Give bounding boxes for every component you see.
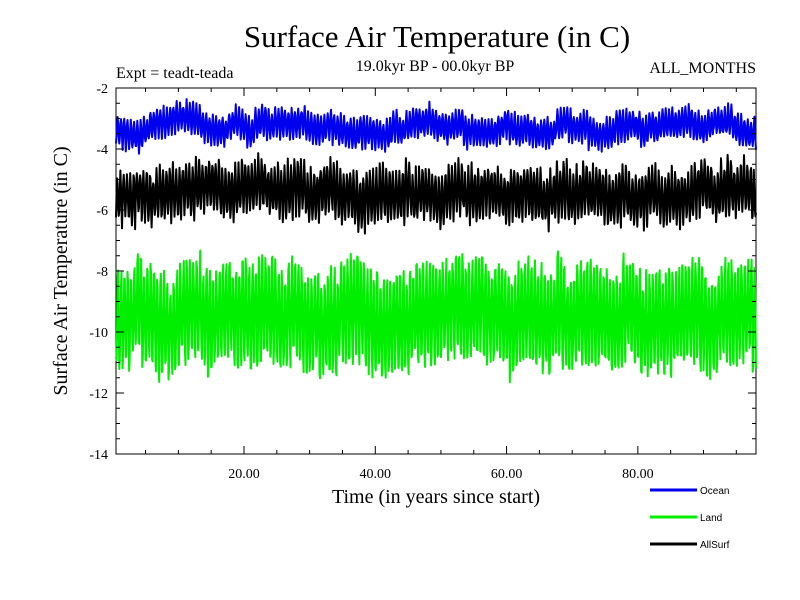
y-tick-label: -4 xyxy=(96,143,108,158)
series-line-allsurf xyxy=(115,152,757,235)
tick-layer: -2 -4 -6 -8 -10 -12 -14 20.00 40.00 60.00 80.00 xyxy=(89,82,756,482)
series-line-ocean xyxy=(115,98,757,155)
experiment-label: Expt = teadt-teada xyxy=(116,65,233,82)
period-label: ALL_MONTHS xyxy=(649,60,756,77)
y-tick-label: -2 xyxy=(96,82,108,97)
x-axis-label: Time (in years since start) xyxy=(332,486,540,508)
chart-title: Surface Air Temperature (in C) xyxy=(244,19,630,54)
legend: Ocean Land AllSurf xyxy=(650,486,730,551)
y-axis-label: Surface Air Temperature (in C) xyxy=(50,146,72,395)
legend-label-land: Land xyxy=(700,513,722,524)
y-tick-label: -14 xyxy=(89,448,108,463)
series-layer xyxy=(115,98,757,384)
legend-label-allsurf: AllSurf xyxy=(700,540,730,551)
y-tick-label: -8 xyxy=(96,265,108,280)
chart-subtitle: 19.0kyr BP - 00.0kyr BP xyxy=(356,58,515,75)
x-tick-label: 40.00 xyxy=(360,467,392,482)
y-tick-label: -6 xyxy=(96,204,108,219)
x-tick-label: 20.00 xyxy=(228,467,260,482)
series-line-land xyxy=(115,249,757,384)
legend-label-ocean: Ocean xyxy=(700,486,729,497)
x-tick-label: 60.00 xyxy=(491,467,523,482)
x-tick-label: 80.00 xyxy=(622,467,654,482)
y-tick-label: -10 xyxy=(89,326,108,341)
y-tick-label: -12 xyxy=(89,387,108,402)
